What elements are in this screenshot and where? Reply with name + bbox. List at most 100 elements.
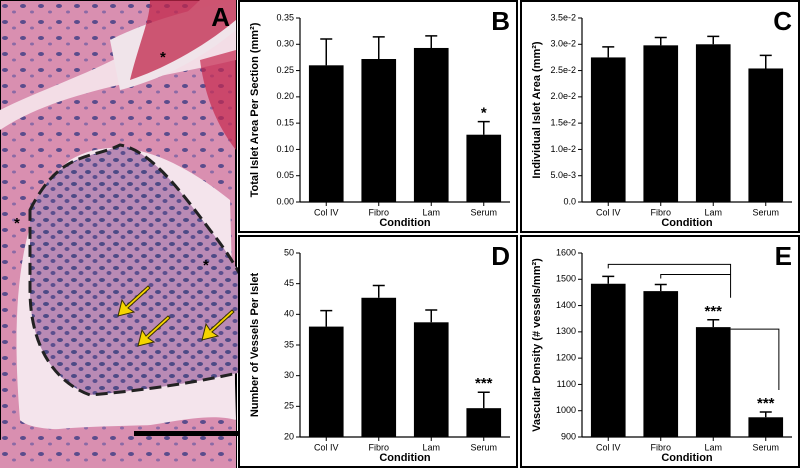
x-tick-label: Serum: [752, 442, 779, 452]
y-tick-label: 25: [284, 401, 294, 411]
x-tick-label: Lam: [704, 442, 722, 452]
chart-panel: 20 25 30 35 40 45 50 Col IV Fibro Lam Serum Conditi…: [238, 235, 518, 468]
panel-letter: D: [491, 241, 510, 271]
chart-panel: 0.00 0.05 0.10 0.15 0.20 0.25 0.30 0.35 Col IV Fi…: [238, 0, 518, 233]
x-tick-label: Lam: [704, 207, 722, 217]
x-tick-label: Fibro: [650, 207, 671, 217]
y-axis-label: Number of Vessels Per Islet: [249, 273, 261, 418]
bar: [466, 134, 502, 202]
x-axis-label: Condition: [661, 452, 713, 464]
x-tick-label: Serum: [470, 207, 497, 217]
significance: ***: [757, 395, 775, 412]
error-bar: [759, 411, 772, 418]
x-tick-label: Fibro: [650, 442, 671, 452]
bracket: [730, 328, 780, 391]
y-tick-label: 1100: [557, 379, 576, 389]
error-bar: [372, 284, 385, 298]
error-bar: [372, 36, 385, 60]
panel-letter: E: [775, 241, 792, 271]
error-bar: [602, 275, 615, 284]
bar: [748, 68, 784, 203]
panel-letter: A: [211, 2, 230, 32]
bar: [361, 59, 397, 203]
y-tick-label: 0.30: [276, 39, 294, 49]
y-tick-label: 1.0e-2: [550, 144, 576, 154]
y-tick-label: 5.0e-3: [550, 170, 576, 180]
marker: *: [160, 49, 166, 66]
bracket: [607, 263, 732, 298]
x-tick-label: Col IV: [314, 207, 339, 217]
y-tick-label: 40: [284, 309, 294, 319]
bar: [413, 47, 449, 202]
y-tick-label: 2.5e-2: [550, 65, 576, 75]
bar: [590, 283, 626, 437]
y-tick-label: 1300: [556, 326, 576, 336]
x-tick-label: Lam: [422, 442, 440, 452]
error-bar: [654, 283, 667, 292]
y-tick-label: 900: [561, 431, 576, 441]
chart-panel: 0.0 5.0e-3 1.0e-2 1.5e-2 2.0e-2 2.5e-2 3.0e-2 3…: [520, 0, 800, 233]
error-bar: [320, 309, 333, 327]
significance: ***: [704, 303, 722, 320]
marker: *: [203, 257, 209, 274]
y-tick-label: 0.10: [276, 144, 294, 154]
bar: [748, 417, 784, 437]
x-axis-label: Condition: [379, 452, 431, 464]
bar: [643, 45, 679, 202]
y-tick-label: 3.0e-2: [550, 39, 576, 49]
histology-panel: A * * *: [0, 0, 268, 469]
y-tick-label: 1400: [556, 300, 576, 310]
x-tick-label: Col IV: [596, 442, 621, 452]
error-bar: [707, 319, 720, 328]
y-tick-label: 1200: [556, 353, 576, 363]
error-bar: [425, 35, 438, 48]
x-axis-label: Condition: [379, 217, 431, 229]
error-bar: [320, 38, 333, 66]
significance: *: [481, 105, 487, 122]
x-tick-label: Col IV: [596, 207, 621, 217]
y-tick-label: 2.0e-2: [550, 91, 576, 101]
y-tick-label: 0.15: [276, 118, 294, 128]
x-tick-label: Fibro: [368, 207, 389, 217]
bar: [643, 291, 679, 437]
bar: [590, 57, 626, 202]
y-tick-label: 0.20: [276, 91, 294, 101]
y-tick-label: 35: [284, 339, 294, 349]
panel-letter: B: [491, 6, 510, 36]
y-tick-label: 1600: [556, 247, 576, 257]
bar: [308, 65, 344, 202]
x-tick-label: Lam: [422, 207, 440, 217]
error-bar: [477, 120, 490, 135]
x-tick-label: Fibro: [368, 442, 389, 452]
y-tick-label: 1000: [556, 405, 576, 415]
error-bar: [602, 46, 615, 58]
bar: [695, 44, 731, 203]
x-axis-label: Condition: [661, 217, 713, 229]
error-bar: [477, 391, 490, 409]
y-tick-label: 3.5e-2: [550, 12, 576, 22]
y-axis-label: Individual Islet Area (mm²): [531, 41, 543, 178]
bar: [466, 408, 502, 437]
y-tick-label: 50: [284, 247, 294, 257]
significance: ***: [475, 375, 493, 392]
y-tick-label: 1.5e-2: [550, 118, 576, 128]
marker: *: [14, 215, 20, 232]
y-axis-label: Vascular Density (# vessels/mm²): [531, 258, 543, 432]
y-tick-label: 20: [284, 431, 294, 441]
bar: [361, 297, 397, 437]
x-tick-label: Col IV: [314, 442, 339, 452]
y-tick-label: 0.05: [276, 170, 294, 180]
y-axis-label: Total Islet Area Per Section (mm²): [249, 22, 261, 197]
y-tick-label: 0.0: [563, 196, 576, 206]
panel-letter: C: [773, 6, 792, 36]
bar: [413, 322, 449, 437]
error-bar: [707, 35, 720, 45]
y-tick-label: 0.00: [276, 196, 294, 206]
y-tick-label: 45: [284, 278, 294, 288]
error-bar: [425, 309, 438, 323]
y-tick-label: 30: [284, 370, 294, 380]
bar: [308, 326, 344, 437]
bar: [695, 327, 731, 437]
y-tick-label: 0.35: [276, 12, 294, 22]
